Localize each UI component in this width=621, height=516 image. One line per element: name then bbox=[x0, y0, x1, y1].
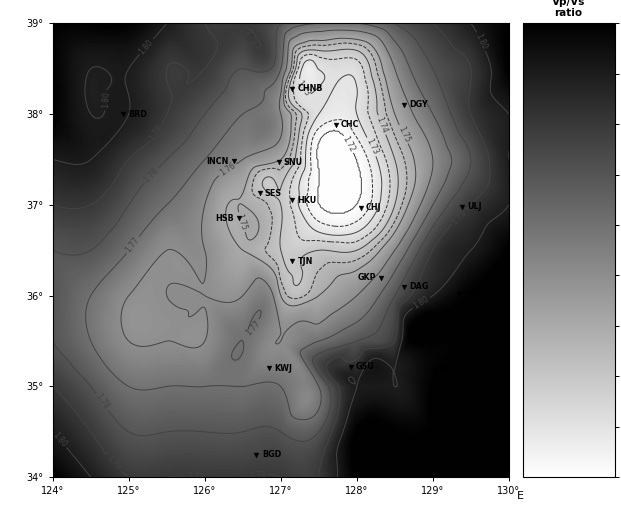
Text: GKP: GKP bbox=[357, 273, 376, 282]
Text: GSU: GSU bbox=[356, 362, 375, 371]
Text: 1.77: 1.77 bbox=[124, 235, 142, 254]
Text: 1.79: 1.79 bbox=[242, 28, 258, 47]
Text: 1.80: 1.80 bbox=[412, 295, 431, 311]
Text: CHNB: CHNB bbox=[297, 84, 323, 93]
Text: 1.80: 1.80 bbox=[474, 32, 489, 51]
Text: 1.76: 1.76 bbox=[218, 162, 237, 178]
Text: DGY: DGY bbox=[409, 101, 428, 109]
Text: 1.73: 1.73 bbox=[295, 79, 312, 98]
Text: N: N bbox=[45, 0, 53, 1]
Text: BRD: BRD bbox=[128, 109, 147, 119]
Text: 1.78: 1.78 bbox=[94, 392, 111, 411]
Text: 1.77: 1.77 bbox=[245, 318, 263, 337]
Text: 1.79: 1.79 bbox=[187, 472, 204, 481]
Text: INCN: INCN bbox=[206, 157, 229, 166]
Text: SNU: SNU bbox=[284, 158, 303, 167]
Text: BUS: BUS bbox=[440, 366, 458, 375]
Text: 1.73: 1.73 bbox=[364, 137, 379, 156]
Text: CHC: CHC bbox=[341, 120, 360, 130]
Text: 1.80: 1.80 bbox=[101, 91, 111, 108]
Text: 1.79: 1.79 bbox=[148, 123, 165, 142]
Text: 1.78: 1.78 bbox=[142, 166, 160, 185]
Text: 1.80: 1.80 bbox=[137, 37, 155, 56]
Text: CHJ: CHJ bbox=[366, 203, 381, 212]
Text: 1.75: 1.75 bbox=[396, 125, 411, 144]
Text: BGD: BGD bbox=[262, 450, 281, 459]
Text: HSB: HSB bbox=[215, 214, 233, 223]
Text: HKU: HKU bbox=[297, 196, 317, 205]
Text: 1.79: 1.79 bbox=[450, 208, 468, 226]
Text: 1.75: 1.75 bbox=[234, 213, 248, 232]
Text: DAG: DAG bbox=[409, 282, 428, 291]
Text: HDB: HDB bbox=[465, 289, 484, 298]
Text: KWJ: KWJ bbox=[274, 364, 292, 373]
Text: 1.79: 1.79 bbox=[105, 454, 123, 472]
Text: 1.72: 1.72 bbox=[341, 135, 357, 154]
Title: Vp/Vs
ratio: Vp/Vs ratio bbox=[552, 0, 586, 18]
Text: TJN: TJN bbox=[297, 256, 313, 266]
Text: E: E bbox=[517, 491, 524, 501]
Text: 1.80: 1.80 bbox=[51, 430, 68, 449]
Text: 1.74: 1.74 bbox=[374, 116, 389, 134]
Text: ULJ: ULJ bbox=[467, 202, 482, 211]
Text: 1.79: 1.79 bbox=[248, 470, 266, 480]
Text: SES: SES bbox=[265, 188, 282, 198]
